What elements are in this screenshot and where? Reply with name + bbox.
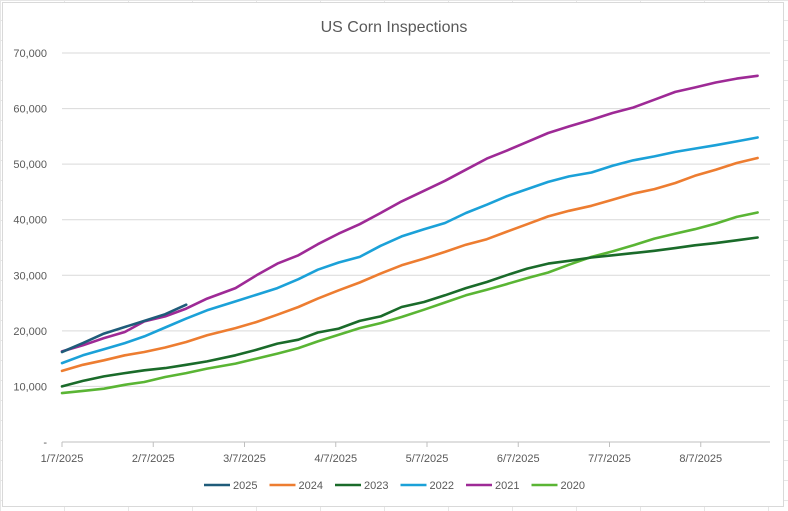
legend: 2025 2024 2023 2022 2021 2020: [204, 480, 585, 492]
legend-label-2021: 2021: [495, 480, 519, 492]
y-tick-label: 50,000: [13, 159, 47, 171]
legend-label-2024: 2024: [299, 480, 323, 492]
x-tick-label: 7/7/2025: [588, 453, 631, 465]
y-tick-label: 30,000: [13, 270, 47, 282]
series-line-2021: [60, 74, 759, 353]
x-tick-label: 4/7/2025: [314, 453, 357, 465]
x-tick-label: 2/7/2025: [132, 453, 175, 465]
y-axis-ticks: - 10,000 20,000 30,000 40,000 50,000 60,000 70,…: [13, 48, 47, 449]
y-tick-label: 60,000: [13, 104, 47, 116]
chart-title: US Corn Inspections: [321, 19, 468, 36]
series-line-2023: [60, 236, 759, 388]
series-line-2020: [60, 211, 759, 395]
gridlines: [62, 52, 770, 387]
x-axis-ticks: 1/7/2025 2/7/2025 3/7/2025 4/7/2025 5/7/2025…: [41, 442, 722, 465]
x-tick-label: 1/7/2025: [41, 453, 84, 465]
legend-label-2022: 2022: [430, 480, 454, 492]
series-line-2022: [60, 136, 759, 365]
legend-label-2023: 2023: [364, 480, 388, 492]
series-lines: [60, 74, 759, 395]
series-line-2025: [60, 303, 188, 354]
x-tick-label: 3/7/2025: [223, 453, 266, 465]
series-line-2024: [60, 156, 759, 373]
x-tick-label: 5/7/2025: [406, 453, 449, 465]
x-tick-label: 6/7/2025: [497, 453, 540, 465]
y-tick-label: 40,000: [13, 215, 47, 227]
legend-label-2020: 2020: [561, 480, 585, 492]
x-tick-label: 8/7/2025: [679, 453, 722, 465]
y-tick-label: 20,000: [13, 326, 47, 338]
y-tick-label: 10,000: [13, 381, 47, 393]
y-tick-label: 70,000: [13, 48, 47, 60]
legend-label-2025: 2025: [233, 480, 257, 492]
y-tick-label: -: [43, 437, 47, 449]
